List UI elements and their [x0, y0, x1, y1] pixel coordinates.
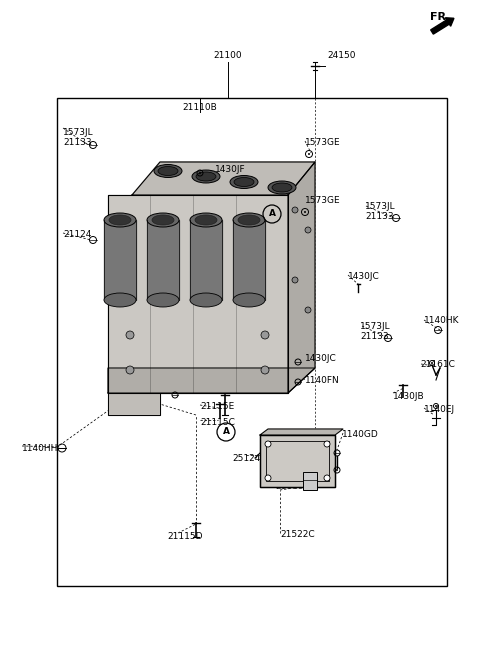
Polygon shape [260, 435, 335, 487]
Text: 21161C: 21161C [420, 360, 455, 369]
Polygon shape [108, 368, 315, 393]
Text: 21100: 21100 [214, 51, 242, 60]
Ellipse shape [268, 181, 296, 194]
Ellipse shape [234, 177, 254, 187]
Text: 1140HH: 1140HH [22, 444, 59, 453]
Circle shape [126, 366, 134, 374]
Circle shape [305, 307, 311, 313]
Text: 1573GE: 1573GE [305, 138, 341, 147]
Ellipse shape [154, 164, 182, 177]
Polygon shape [147, 220, 179, 300]
Polygon shape [108, 195, 288, 393]
Text: 1140GD: 1140GD [342, 430, 379, 439]
Text: 21115E: 21115E [200, 402, 234, 411]
Ellipse shape [158, 166, 178, 175]
Ellipse shape [195, 215, 217, 225]
Text: A: A [268, 210, 276, 219]
Ellipse shape [190, 293, 222, 307]
Circle shape [292, 277, 298, 283]
Ellipse shape [109, 215, 131, 225]
Bar [266, 441, 329, 481]
Polygon shape [132, 162, 315, 195]
Ellipse shape [104, 293, 136, 307]
Text: 21114: 21114 [212, 376, 240, 385]
Text: 1430JB: 1430JB [393, 392, 425, 401]
Polygon shape [233, 220, 265, 300]
Text: 21124: 21124 [63, 230, 91, 239]
Text: 1140FN: 1140FN [305, 376, 340, 385]
FancyArrow shape [431, 18, 454, 34]
Circle shape [126, 331, 134, 339]
Text: 1573GE: 1573GE [305, 196, 341, 205]
Ellipse shape [272, 183, 292, 192]
Ellipse shape [233, 293, 265, 307]
Bar [260, 435, 335, 487]
Polygon shape [190, 220, 222, 300]
Text: 1573JL
21133: 1573JL 21133 [63, 128, 94, 147]
Ellipse shape [233, 213, 265, 227]
Ellipse shape [192, 170, 220, 183]
Text: 24150: 24150 [327, 51, 356, 60]
Text: 1573JL
21133: 1573JL 21133 [365, 202, 396, 221]
Text: 1573JL
21133: 1573JL 21133 [360, 322, 391, 341]
Text: 1430JC: 1430JC [348, 272, 380, 281]
Circle shape [324, 441, 330, 447]
Text: 21115D: 21115D [167, 532, 203, 541]
Ellipse shape [147, 213, 179, 227]
Text: 1430JC: 1430JC [305, 354, 337, 363]
Ellipse shape [196, 172, 216, 181]
Text: 1430JF: 1430JF [215, 165, 246, 174]
Ellipse shape [190, 213, 222, 227]
Circle shape [261, 366, 269, 374]
Circle shape [324, 475, 330, 481]
Text: A: A [223, 428, 229, 436]
Circle shape [265, 475, 271, 481]
Circle shape [308, 153, 310, 154]
Text: 1140EJ: 1140EJ [424, 405, 455, 414]
Text: 25124D: 25124D [232, 454, 267, 463]
Bar [303, 472, 317, 490]
Ellipse shape [104, 213, 136, 227]
Circle shape [435, 405, 437, 407]
Polygon shape [288, 162, 315, 393]
Bar [57, 98, 447, 586]
Circle shape [305, 227, 311, 233]
Text: 1430JC: 1430JC [148, 382, 180, 391]
Text: FR.: FR. [430, 12, 451, 22]
Ellipse shape [238, 215, 260, 225]
Circle shape [261, 331, 269, 339]
Circle shape [199, 172, 201, 173]
Text: 21119B: 21119B [275, 482, 310, 491]
Text: 1140HK: 1140HK [424, 316, 459, 325]
Text: 21110B: 21110B [182, 104, 217, 112]
Circle shape [304, 212, 306, 213]
Circle shape [336, 469, 338, 470]
Polygon shape [260, 429, 343, 435]
Text: 21115C: 21115C [200, 418, 235, 427]
Polygon shape [104, 220, 136, 300]
Text: 21522C: 21522C [280, 530, 314, 539]
Ellipse shape [152, 215, 174, 225]
Circle shape [292, 207, 298, 213]
Circle shape [265, 441, 271, 447]
Ellipse shape [230, 175, 258, 189]
Ellipse shape [147, 293, 179, 307]
Polygon shape [108, 393, 160, 415]
